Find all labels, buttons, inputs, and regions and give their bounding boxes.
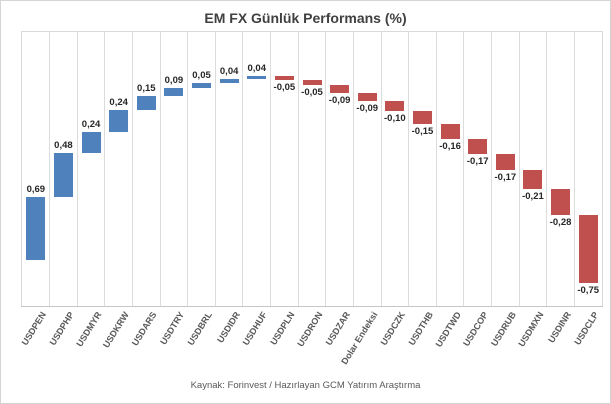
value-label: -0,05 — [301, 86, 323, 98]
bar-USDBRL — [192, 83, 212, 88]
gridline — [491, 32, 493, 306]
bar-USDCOP — [468, 138, 488, 155]
x-axis-label: USDRUB — [488, 310, 518, 348]
x-axis-label: USDCZK — [378, 310, 408, 348]
x-axis-label: USDRON — [295, 310, 325, 349]
x-axis-label: USDTWD — [433, 310, 463, 349]
x-axis-label: Dolar Endeksi — [339, 310, 380, 367]
bar-USDPLN — [274, 75, 294, 81]
value-label: -0,28 — [549, 216, 572, 228]
bar-USDPHP — [53, 153, 73, 198]
x-axis-label: USDARS — [130, 310, 159, 348]
value-label: -0,16 — [439, 140, 461, 152]
value-label: -0,17 — [494, 171, 517, 183]
value-label: 0,04 — [247, 62, 267, 74]
gridline — [573, 32, 575, 306]
gridline — [187, 32, 189, 306]
bar-USDIDR — [219, 79, 239, 84]
value-label: 0,04 — [219, 66, 239, 78]
bar-USDTWD — [440, 124, 460, 139]
bar-USDPEN — [26, 197, 46, 261]
value-label: -0,21 — [522, 191, 544, 203]
x-axis-label: USDZAR — [323, 310, 353, 348]
source-caption: Kaynak: Forinvest / Hazırlayan GCM Yatır… — [190, 380, 421, 391]
x-axis-label: USDHUF — [240, 310, 270, 348]
chart-title: EM FX Günlük Performans (%) — [204, 10, 407, 26]
gridline — [435, 32, 437, 306]
value-label: -0,05 — [273, 82, 296, 94]
gridline — [76, 32, 78, 306]
x-axis-label: USDPLN — [268, 310, 297, 347]
bar-USDMYR — [81, 131, 101, 154]
gridline — [408, 32, 410, 306]
value-label: 0,15 — [137, 82, 156, 94]
value-label: 0,48 — [54, 140, 73, 152]
bar-USDARS — [136, 95, 156, 110]
bar-USDCLP — [578, 214, 598, 284]
bar-USDHUF — [247, 75, 267, 80]
gridline — [546, 32, 548, 306]
x-axis-label: USDCOP — [461, 310, 491, 348]
gridline — [104, 32, 106, 306]
x-axis-label: USDTRY — [158, 310, 187, 347]
bar-USDMXN — [523, 169, 543, 190]
value-label: 0,24 — [81, 118, 101, 130]
gridline — [242, 32, 244, 306]
gridline — [214, 32, 216, 306]
value-label: 0,69 — [26, 184, 46, 196]
value-label: -0,17 — [466, 156, 489, 168]
x-axis-label: USDPEN — [19, 310, 49, 348]
gridline — [159, 32, 161, 306]
bar-USDINR — [551, 189, 571, 215]
gridline — [352, 32, 354, 306]
gridline — [463, 32, 465, 306]
x-axis-label: USDMYR — [74, 310, 104, 349]
x-axis-label: USDTHB — [406, 310, 435, 348]
gridline — [325, 32, 327, 306]
bar-USDRUB — [495, 154, 515, 170]
bar-USDCZK — [385, 101, 405, 111]
x-axis-label: USDCLP — [572, 310, 601, 347]
bar-USDRON — [302, 80, 322, 85]
value-label: 0,24 — [109, 96, 128, 108]
gridline — [380, 32, 382, 306]
gridline — [297, 32, 299, 306]
plot-area: 0,69 0,48 0,24 0,24 0,15 0,09 0,05 0,04 0,04 -0,0… — [21, 31, 603, 307]
value-label: 0,05 — [192, 70, 211, 82]
bar-USDZAR — [330, 84, 350, 94]
value-label: -0,09 — [356, 103, 379, 115]
bar-Dolar Endeksi — [357, 93, 377, 102]
x-axis-label: USDMXN — [516, 310, 546, 349]
x-axis-label: USDPHP — [47, 310, 76, 348]
gridline — [518, 32, 520, 306]
x-axis-label: USDIDR — [214, 310, 242, 345]
value-label: -0,15 — [411, 126, 434, 138]
value-label: -0,75 — [577, 285, 600, 297]
bar-USDTRY — [164, 87, 184, 96]
x-axis-label: USDKRW — [101, 310, 132, 350]
value-label: -0,09 — [328, 95, 351, 107]
gridline — [270, 32, 272, 306]
value-label: -0,10 — [384, 112, 406, 124]
gridline — [49, 32, 51, 306]
gridline — [131, 32, 133, 306]
value-label: 0,09 — [164, 74, 184, 86]
x-axis-label: USDINR — [546, 310, 574, 345]
x-axis-label: USDBRL — [185, 310, 215, 348]
bar-USDTHB — [412, 110, 432, 125]
bar-USDKRW — [109, 109, 129, 132]
